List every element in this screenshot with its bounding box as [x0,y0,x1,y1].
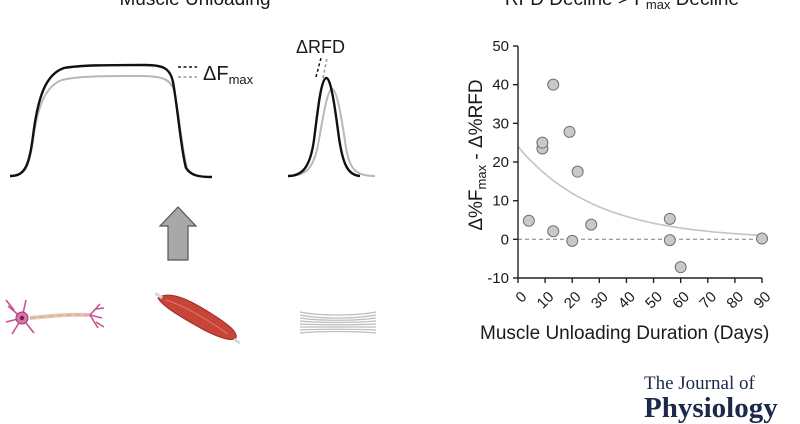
right-title-suffix: Decline [670,0,739,10]
y-tick-label: 10 [492,193,509,210]
data-point [547,78,560,91]
y-tick-label: 20 [492,154,509,171]
neuron-icon [5,299,105,335]
y-tick-label: 30 [492,115,509,132]
y-label-main: Δ%F [466,189,487,231]
data-point [563,125,576,138]
y-tick-label: 50 [492,38,509,55]
y-label-sub: max [474,164,489,190]
x-tick-label: 10 [534,288,558,312]
x-tick-label: 40 [615,288,639,312]
x-tick-label: 90 [751,288,775,312]
journal-logo-line2: Physiology [644,392,778,424]
journal-logo: The Journal of Physiology [644,374,778,423]
right-title-sub: max [645,0,671,12]
data-point [674,261,687,274]
muscle-icon [154,292,241,345]
rfd-dash-after [322,57,328,79]
rfd-trace-before [287,76,361,178]
left-panel-title: Muscle Unloading [95,0,295,11]
data-point [522,214,535,227]
x-tick-label: 0 [512,288,530,306]
muscle-fiber-icon [299,311,377,334]
data-point [536,136,549,149]
data-point [756,232,768,245]
y-tick-label: -10 [487,270,509,287]
y-axis-label: Δ%Fmax - Δ%RFD [466,55,489,255]
data-point [663,234,676,247]
journal-logo-line1: The Journal of [644,373,755,394]
x-tick-label: 80 [723,288,747,312]
delta-fmax-label: ΔFmax [203,63,254,87]
fit-curve [517,145,763,237]
delta-rfd-label: ΔRFD [296,37,346,57]
right-title-prefix: RFD Decline > F [505,0,646,10]
data-point [585,218,598,231]
x-axis-label: Muscle Unloading Duration (Days) [480,323,770,344]
delta-fmax-sub: max [228,72,254,87]
x-tick-label: 60 [669,288,693,312]
fmax-trace-before [9,63,213,179]
x-tick-label: 20 [561,288,585,312]
y-tick-label: 40 [492,77,509,94]
data-point [547,225,560,238]
data-point [566,234,579,247]
y-tick-label: 0 [501,231,509,248]
x-tick-label: 50 [642,288,666,312]
force-traces-illustration [5,57,377,345]
data-point [571,165,584,178]
x-tick-label: 70 [696,288,720,312]
x-tick-label: 30 [588,288,612,312]
data-point [663,212,676,225]
y-label-rest: - Δ%RFD [466,79,487,165]
delta-fmax-main: ΔF [203,63,229,85]
right-panel-title: RFD Decline > Fmax Decline [472,0,772,12]
up-arrow-icon [158,206,198,261]
